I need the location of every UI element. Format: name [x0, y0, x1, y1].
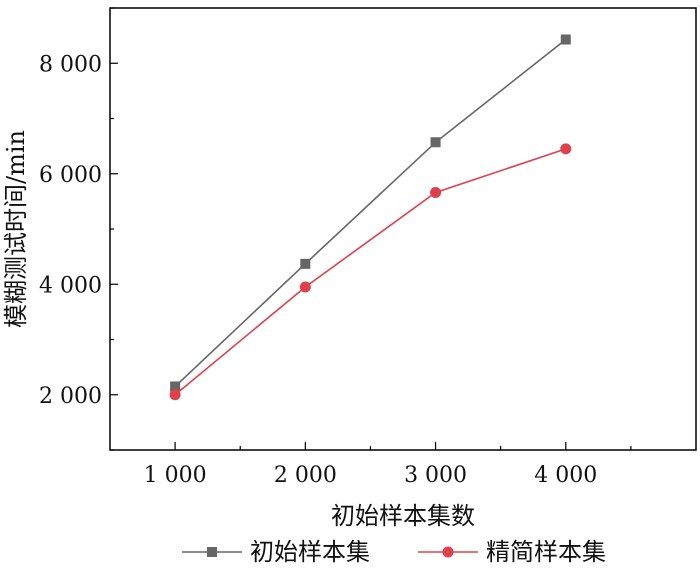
legend: 初始样本集 精简样本集 [182, 538, 606, 566]
y-tick-label: 8 000 [39, 52, 102, 77]
legend-marker-circle [442, 546, 454, 558]
y-tick-label: 4 000 [39, 273, 102, 298]
plot-frame [109, 7, 697, 451]
x-axis-ticks: 1 000 2 000 3 000 4 000 [144, 442, 632, 488]
x-tick-label: 3 000 [404, 463, 467, 488]
legend-label-1: 初始样本集 [250, 538, 370, 566]
x-axis-label: 初始样本集数 [331, 502, 475, 530]
data-point-circle [560, 143, 572, 155]
data-point-square [430, 137, 441, 148]
data-point-square [300, 258, 311, 269]
legend-marker-square [207, 547, 217, 557]
y-axis-label: 模糊测试时间/min [2, 130, 30, 328]
x-tick-label: 4 000 [534, 463, 597, 488]
y-tick-label: 6 000 [39, 163, 102, 188]
data-point-square [560, 34, 571, 45]
series-layer [169, 34, 572, 401]
series-line-2 [174, 148, 567, 396]
y-tick-label: 2 000 [39, 384, 102, 409]
data-point-circle [299, 281, 311, 293]
data-point-circle [169, 389, 181, 401]
data-point-square [170, 381, 181, 392]
legend-label-2: 精简样本集 [486, 538, 606, 566]
plot-area-border [109, 7, 697, 451]
series-line-1 [174, 38, 567, 388]
x-tick-label: 2 000 [274, 463, 337, 488]
data-point-circle [430, 187, 442, 199]
y-axis-ticks: 2 000 4 000 6 000 8 000 [39, 7, 118, 451]
x-tick-label: 1 000 [144, 463, 207, 488]
